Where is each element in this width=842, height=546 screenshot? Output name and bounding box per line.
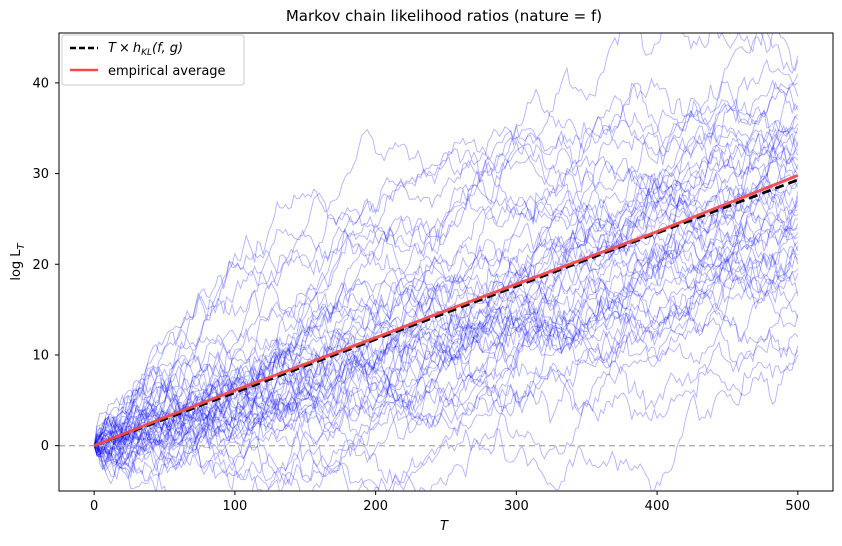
simulated-path xyxy=(93,219,799,469)
y-tick-label: 30 xyxy=(32,167,49,182)
simulated-path xyxy=(93,163,799,455)
simulated-path xyxy=(93,242,799,446)
simulated-path xyxy=(93,58,799,455)
x-tick-label: 400 xyxy=(645,499,670,514)
series-lines xyxy=(93,174,799,448)
simulated-path xyxy=(93,33,799,452)
simulated-path xyxy=(93,151,799,462)
simulated-path xyxy=(93,144,799,472)
simulated-path xyxy=(93,252,799,491)
simulated-path xyxy=(93,73,799,447)
x-tick-label: 100 xyxy=(222,499,247,514)
legend-empirical-label: empirical average xyxy=(108,64,226,79)
x-tick-label: 500 xyxy=(785,499,810,514)
empirical-average-line xyxy=(93,174,799,448)
simulated-path xyxy=(94,150,799,470)
y-tick-label: 40 xyxy=(32,76,49,91)
simulated-path xyxy=(93,177,799,446)
simulated-path xyxy=(93,126,799,457)
simulated-path xyxy=(94,88,799,447)
x-tick-label: 200 xyxy=(363,499,388,514)
y-tick-label: 20 xyxy=(32,258,49,273)
simulated-path xyxy=(93,345,799,491)
simulated-path xyxy=(93,137,799,455)
simulated-paths xyxy=(93,33,799,491)
simulated-path xyxy=(93,204,799,480)
simulated-path xyxy=(93,233,799,460)
simulated-path xyxy=(93,97,798,491)
simulated-path xyxy=(94,240,799,447)
simulated-path xyxy=(93,33,799,465)
legend-box xyxy=(61,34,245,86)
simulated-path xyxy=(93,191,799,456)
y-axis-label-main: log L xyxy=(9,249,24,281)
simulated-path xyxy=(93,251,799,465)
simulated-path xyxy=(94,282,799,448)
simulated-path xyxy=(94,127,799,478)
x-tick-label: 300 xyxy=(504,499,529,514)
y-tick-label: 0 xyxy=(41,439,49,454)
simulated-path xyxy=(93,195,799,456)
chart-title: Markov chain likelihood ratios (nature =… xyxy=(286,7,602,25)
x-tick-label: 0 xyxy=(90,499,98,514)
x-axis-ticks: 0 100 200 300 400 500 xyxy=(90,491,810,514)
simulated-path xyxy=(93,114,799,474)
legend: T × hKL(f, g) empirical average xyxy=(61,34,245,86)
simulated-path xyxy=(93,172,799,460)
simulated-path xyxy=(93,245,799,480)
simulated-path xyxy=(94,354,799,487)
simulated-path xyxy=(93,160,799,491)
simulated-path xyxy=(93,303,799,466)
simulated-path xyxy=(93,80,799,468)
simulated-path xyxy=(93,86,799,462)
simulated-path xyxy=(93,267,799,457)
simulated-path xyxy=(93,79,799,485)
simulated-path xyxy=(93,115,799,475)
simulated-path xyxy=(93,210,799,451)
x-axis-label: T xyxy=(440,519,449,534)
simulated-path xyxy=(93,133,799,491)
simulated-path xyxy=(93,249,799,460)
simulated-path xyxy=(93,200,798,454)
y-axis-label-sub: T xyxy=(16,242,27,249)
simulated-path xyxy=(93,175,799,477)
simulated-path xyxy=(93,291,799,480)
simulated-path xyxy=(93,170,798,447)
simulated-path xyxy=(93,173,799,458)
simulated-path xyxy=(93,246,799,447)
plot-frame xyxy=(58,32,834,492)
y-axis-ticks: 0 10 20 30 40 xyxy=(32,76,59,454)
simulated-path xyxy=(93,97,799,455)
y-tick-label: 10 xyxy=(32,348,49,363)
simulated-path xyxy=(93,274,799,449)
simulated-path xyxy=(93,217,798,451)
simulated-path xyxy=(93,161,799,446)
legend-theory-label: T × hKL(f, g) xyxy=(108,41,183,58)
y-axis-label: log LT xyxy=(9,242,27,280)
